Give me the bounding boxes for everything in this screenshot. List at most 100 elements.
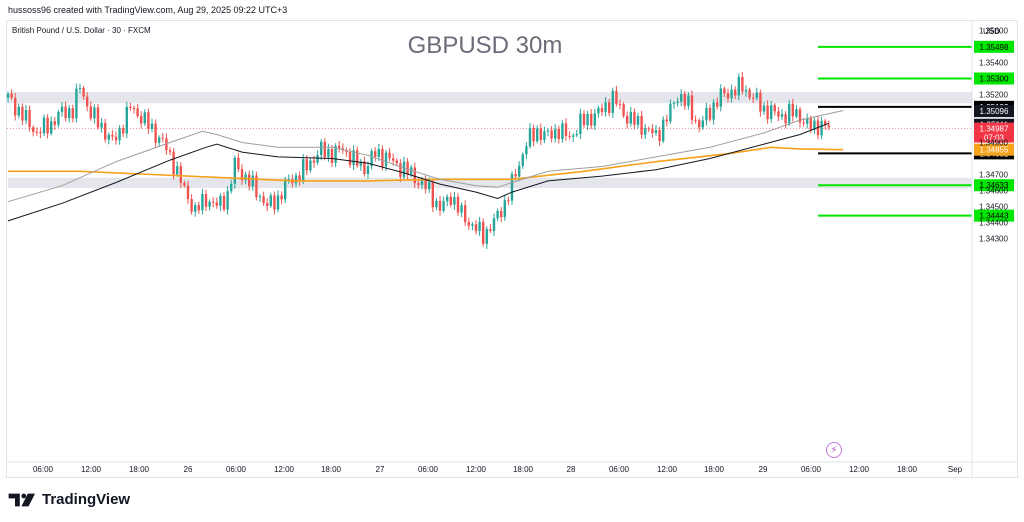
x-tick-label: 12:00 (657, 465, 678, 474)
candle-body (777, 111, 780, 117)
moving-average-line-2 (7, 110, 844, 203)
candle-body (258, 196, 262, 198)
candle-body (766, 105, 769, 120)
candle-body (294, 175, 298, 184)
candle-body (600, 107, 604, 113)
candle-body (759, 92, 762, 112)
candle-body (669, 103, 672, 122)
candle-body (388, 152, 391, 159)
candle-body (795, 109, 798, 117)
candle-body (240, 169, 244, 181)
candle-body (125, 106, 128, 134)
candle-body (744, 89, 748, 92)
axis-label-bg-0 (974, 105, 1014, 118)
axis-label-0: 1.35096 (980, 107, 1009, 116)
candle-body (662, 119, 665, 142)
level-label-4: 1.34633 (980, 181, 1009, 190)
candle-body (690, 95, 694, 120)
candle-body (24, 110, 28, 121)
candle-body (827, 125, 830, 128)
x-tick-label: 28 (567, 465, 576, 474)
candle-body (255, 175, 258, 197)
candle-body (330, 148, 334, 164)
x-tick-label: 18:00 (513, 465, 534, 474)
candle-body (633, 111, 636, 125)
candle-body (402, 161, 406, 177)
candle-body (150, 123, 154, 129)
candle-body (572, 135, 575, 137)
x-tick-label: 12:00 (849, 465, 870, 474)
candle-body (467, 222, 470, 226)
candle-body (381, 149, 384, 167)
candle-body (356, 150, 359, 166)
candle-body (320, 141, 323, 156)
candle-body (104, 123, 107, 140)
candle-body (17, 106, 20, 116)
candle-body (788, 103, 791, 124)
candle-body (752, 97, 755, 99)
candle-body (680, 94, 683, 102)
brand-name: TradingView (42, 491, 131, 508)
candle-body (615, 90, 618, 105)
candle-body (392, 158, 395, 161)
candle-body (136, 108, 139, 117)
candle-body (190, 199, 193, 212)
candle-body (395, 160, 398, 164)
tradingview-logo[interactable]: TradingView (8, 491, 130, 508)
candle-body (626, 115, 629, 124)
candle-body (813, 120, 816, 130)
candle-body (96, 107, 100, 128)
candle-body (312, 160, 316, 163)
candle-body (93, 107, 96, 119)
candle-body (507, 200, 510, 202)
candle-body (201, 193, 204, 211)
candle-body (741, 76, 744, 92)
candle-body (478, 221, 481, 232)
currency-label[interactable]: USD (983, 27, 1000, 36)
candle-body (701, 120, 704, 128)
candle-body (431, 182, 434, 208)
candle-body (359, 161, 362, 166)
candle-body (608, 102, 611, 113)
candle-body (172, 151, 175, 175)
x-tick-label: 12:00 (466, 465, 487, 474)
candle-body (100, 123, 103, 128)
candle-body (780, 114, 784, 117)
level-label-5: 1.34443 (980, 212, 1009, 221)
axis-label-bg-3 (974, 143, 1014, 156)
candle-body (482, 221, 485, 244)
candle-body (647, 128, 650, 130)
x-tick-label: 06:00 (609, 465, 630, 474)
candle-body (640, 115, 643, 135)
candle-body (557, 129, 560, 140)
candles (6, 71, 830, 249)
candle-body (147, 112, 150, 129)
lightning-icon[interactable]: ⚡ (826, 442, 842, 458)
chart-frame[interactable] (6, 20, 1018, 478)
x-tick-label: 12:00 (81, 465, 102, 474)
chart-title: GBPUSD 30m (407, 32, 563, 59)
candle-body (561, 123, 564, 140)
candle-body (215, 202, 218, 206)
candle-body (154, 123, 157, 143)
candle-body (280, 195, 283, 200)
candle-body (730, 89, 733, 99)
x-tick-label: 12:00 (274, 465, 295, 474)
candle-body (71, 108, 74, 119)
candle-body (791, 103, 794, 117)
candle-body (471, 224, 474, 226)
candle-body (222, 195, 226, 210)
candle-body (122, 128, 125, 134)
candle-body (489, 229, 492, 231)
x-tick-label: 27 (376, 465, 385, 474)
candle-body (82, 87, 85, 97)
candle-body (604, 102, 607, 113)
candle-body (114, 136, 118, 141)
axis-label-2: 1.34987 (980, 125, 1009, 134)
x-tick-label: 18:00 (321, 465, 342, 474)
candle-body (384, 152, 388, 167)
candle-body (204, 193, 208, 207)
candle-body (118, 128, 121, 141)
axis-label-3: 1.34855 (980, 146, 1009, 155)
